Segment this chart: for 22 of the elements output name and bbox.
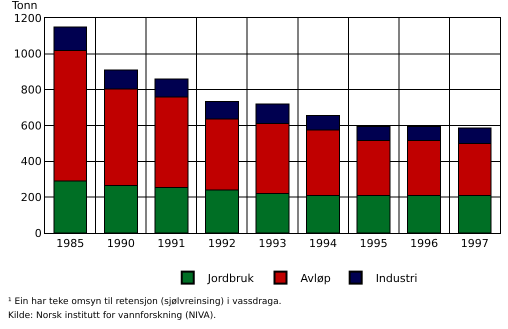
y-axis-title: Tonn bbox=[11, 0, 38, 12]
text: ¹ Ein har teke omsyn til retensjon (sjølvreinsing) i vassdraga. bbox=[8, 297, 282, 307]
legend-label: Industri bbox=[376, 272, 418, 285]
x-tick-label: 1992 bbox=[208, 237, 236, 250]
x-tick-label: 1995 bbox=[360, 237, 388, 250]
text: Kilde: Norsk institutt for vannforskning (NIVA). bbox=[8, 311, 216, 321]
x-tick-label: 1990 bbox=[106, 237, 135, 250]
y-tick-label: 1200 bbox=[14, 12, 42, 25]
y-tick-label: 400 bbox=[20, 155, 42, 168]
x-tick-label: 1993 bbox=[258, 237, 286, 250]
x-tick-label: 1994 bbox=[309, 237, 338, 250]
y-tick-label: 200 bbox=[20, 191, 42, 204]
y-tick-label: 1000 bbox=[14, 48, 42, 61]
x-tick-label: 1996 bbox=[410, 237, 438, 250]
y-tick-label: 600 bbox=[20, 119, 42, 132]
legend-label: Jordbruk bbox=[206, 272, 255, 285]
legend-label: Avløp bbox=[300, 272, 331, 285]
y-tick-label: 800 bbox=[20, 84, 42, 97]
x-tick-label: 1991 bbox=[157, 237, 186, 250]
y-tick-label: 0 bbox=[34, 226, 42, 240]
x-tick-label: 1997 bbox=[460, 237, 489, 250]
x-tick-label: 1985 bbox=[56, 237, 84, 250]
